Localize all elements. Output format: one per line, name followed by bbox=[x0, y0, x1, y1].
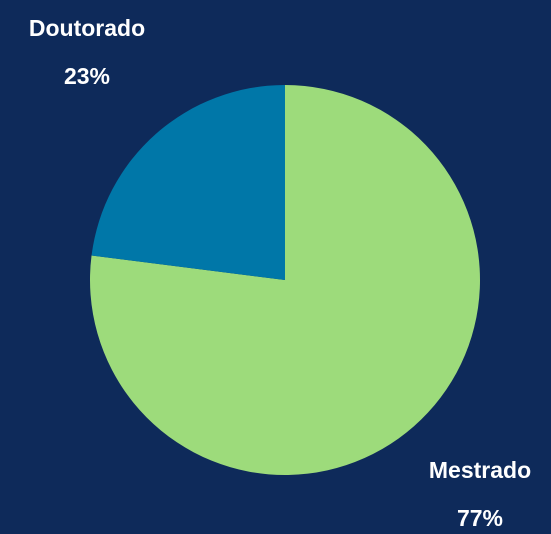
slice-label: Mestrado bbox=[429, 457, 531, 483]
pie-slice bbox=[91, 85, 286, 280]
slice-label: Doutorado bbox=[29, 15, 145, 41]
value-label: 77% bbox=[457, 505, 503, 531]
value-label: 23% bbox=[64, 63, 110, 89]
pie-slice bbox=[89, 85, 480, 475]
